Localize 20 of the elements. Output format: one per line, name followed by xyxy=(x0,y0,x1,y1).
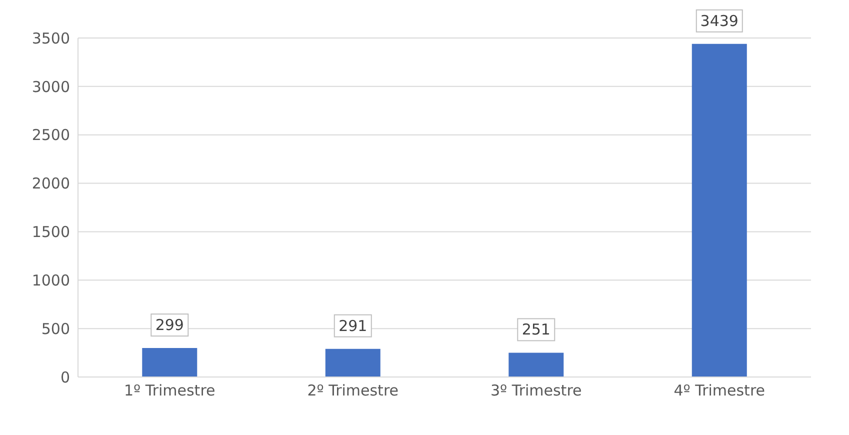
y-tick-label: 500 xyxy=(41,320,70,338)
data-label: 299 xyxy=(155,316,184,334)
bar xyxy=(142,348,198,377)
data-label: 251 xyxy=(522,320,550,339)
x-tick-label: 2º Trimestre xyxy=(307,382,399,400)
y-tick-label: 2500 xyxy=(32,126,70,144)
bar xyxy=(508,352,564,377)
x-tick-label: 4º Trimestre xyxy=(674,382,766,400)
y-tick-label: 1000 xyxy=(32,271,70,290)
y-tick-label: 3500 xyxy=(32,29,70,48)
x-tick-label: 3º Trimestre xyxy=(490,382,582,400)
data-label: 291 xyxy=(338,316,368,335)
y-tick-label: 3000 xyxy=(32,78,70,96)
bar xyxy=(325,348,380,377)
y-tick-label: 0 xyxy=(60,368,70,386)
x-tick-label: 1º Trimestre xyxy=(124,382,216,400)
y-tick-label: 1500 xyxy=(32,223,70,242)
bar xyxy=(692,44,747,377)
y-tick-label: 2000 xyxy=(32,174,70,193)
data-label: 3439 xyxy=(700,12,738,30)
